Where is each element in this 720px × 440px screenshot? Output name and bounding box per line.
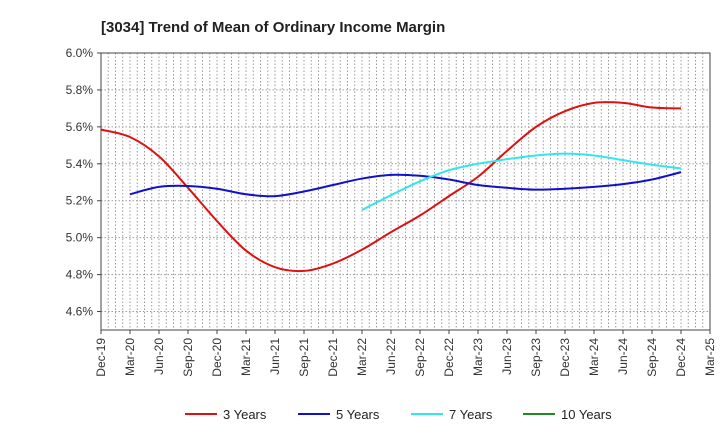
y-tick-label: 5.4% [66,157,94,171]
y-tick-label: 5.8% [66,83,94,97]
x-tick-label: Jun-24 [616,338,630,375]
x-axis: Dec-19 Mar-20 Jun-20 Sep-20 Dec-20 Mar-21 Jun-… [94,330,717,377]
x-tick-label: Dec-19 [94,338,108,377]
x-tick-label: Dec-24 [674,338,688,377]
y-tick-label: 6.0% [66,46,94,60]
x-tick-label: Sep-20 [181,338,195,377]
y-tick-label: 4.6% [66,305,94,319]
series-line-2 [129,171,682,198]
legend: 3 Years 5 Years 7 Years 10 Years [185,407,612,422]
legend-label: 7 Years [449,407,493,422]
series-line-1 [100,101,682,273]
x-tick-label: Sep-22 [413,338,427,377]
y-tick-label: 5.6% [66,120,94,134]
x-tick-label: Mar-22 [355,338,369,376]
series-line-3 [361,152,682,211]
x-tick-label: Jun-22 [384,338,398,375]
x-tick-label: Mar-20 [123,338,137,376]
x-tick-label: Sep-24 [645,338,659,377]
x-tick-label: Dec-23 [558,338,572,377]
x-tick-label: Mar-24 [587,338,601,376]
y-tick-label: 5.0% [66,231,94,245]
x-tick-label: Jun-23 [500,338,514,375]
series-lines [100,101,682,273]
grid [101,52,710,330]
y-tick-label: 4.8% [66,268,94,282]
y-tick-label: 5.2% [66,194,94,208]
x-tick-label: Mar-25 [703,338,717,376]
chart-title: [3034] Trend of Mean of Ordinary Income … [101,19,445,36]
x-tick-label: Mar-23 [471,338,485,376]
x-tick-label: Dec-20 [210,338,224,377]
x-tick-label: Dec-22 [442,338,456,377]
x-tick-label: Mar-21 [239,338,253,376]
legend-label: 3 Years [223,407,267,422]
x-tick-label: Sep-21 [297,338,311,377]
plot-area-frame [100,52,711,331]
x-tick-label: Jun-21 [268,338,282,375]
x-tick-label: Sep-23 [529,338,543,377]
x-tick-label: Dec-21 [326,338,340,377]
x-tick-label: Jun-20 [152,338,166,375]
legend-label: 5 Years [336,407,380,422]
y-axis: 4.6% 4.8% 5.0% 5.2% 5.4% 5.6% 5.8% 6.0% [66,46,101,319]
legend-label: 10 Years [561,407,612,422]
